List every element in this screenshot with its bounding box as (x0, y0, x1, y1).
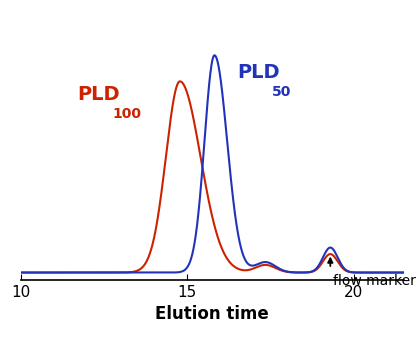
X-axis label: Elution time: Elution time (155, 305, 269, 323)
Text: PLD: PLD (77, 85, 120, 104)
Text: 100: 100 (112, 107, 141, 121)
Text: flow marker: flow marker (333, 274, 416, 288)
Text: 50: 50 (272, 85, 292, 99)
Text: PLD: PLD (237, 63, 280, 82)
